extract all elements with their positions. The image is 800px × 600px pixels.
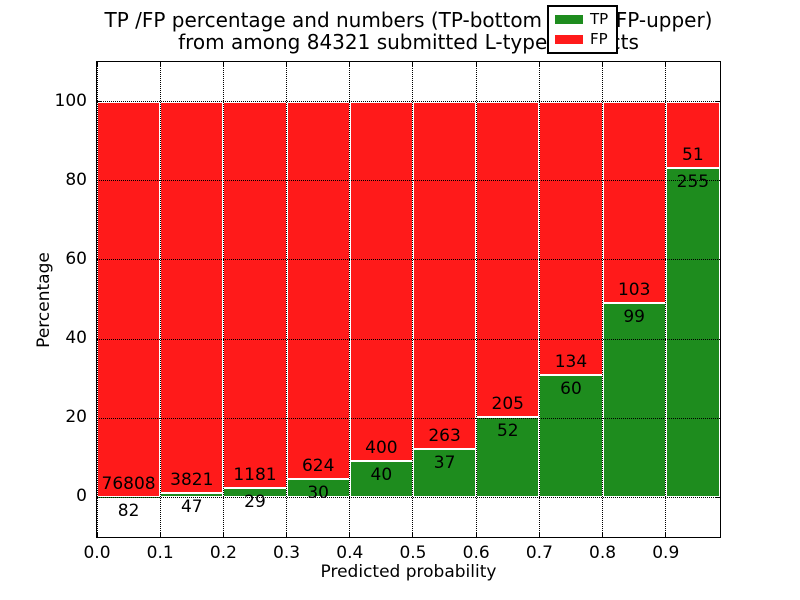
bar-segment-tp	[223, 487, 287, 498]
x-tick-label: 0.5	[399, 543, 427, 563]
x-tick-label: 0.2	[209, 543, 237, 563]
gridline-horizontal	[97, 496, 720, 498]
fp-value-label: 624	[301, 456, 335, 477]
x-tick-label: 0.7	[525, 543, 553, 563]
bar-segment-fp	[602, 101, 666, 304]
gridline-horizontal	[97, 259, 720, 261]
bar-segment-fp	[160, 101, 224, 493]
fp-value-label: 1181	[233, 464, 277, 485]
x-tick-label: 0.3	[273, 543, 301, 563]
gridline-vertical	[602, 62, 604, 537]
bar-segment-fp	[286, 101, 350, 480]
x-tick-label: 0.9	[652, 543, 680, 563]
tp-value-label: 40	[370, 465, 393, 486]
x-tick-label: 0.6	[462, 543, 490, 563]
tp-value-label: 99	[623, 307, 645, 328]
x-tick-label: 0.4	[336, 543, 364, 563]
tp-value-label: 47	[180, 496, 203, 517]
bar-segment-fp	[665, 101, 720, 168]
bar-segment-tp	[476, 417, 540, 498]
tp-value-label: 255	[676, 171, 710, 192]
legend-label-tp: TP	[590, 10, 609, 28]
fp-value-label: 103	[617, 280, 651, 301]
tp-value-label: 37	[433, 452, 456, 473]
bar-segment-tp	[602, 303, 666, 498]
bar-segment-tp	[665, 167, 720, 498]
gridline-vertical	[159, 62, 161, 537]
x-axis-label: Predicted probability	[320, 562, 497, 582]
legend-entry-fp: FP	[555, 31, 608, 48]
legend-swatch-tp-icon	[555, 15, 583, 24]
gridline-vertical	[538, 62, 540, 537]
fp-value-label: 205	[491, 394, 525, 415]
bar-segment-tp	[412, 448, 477, 498]
tp-value-label: 29	[244, 491, 266, 512]
bar-segment-tp	[286, 479, 350, 498]
gridline-vertical	[222, 62, 224, 537]
y-tick-label: 100	[54, 90, 87, 111]
y-tick-label: 20	[65, 407, 87, 428]
legend-label-fp: FP	[590, 30, 608, 48]
chart-title-line2: from among 84321 submitted L-type contac…	[178, 30, 639, 54]
gridline-vertical	[286, 62, 288, 537]
legend-swatch-fp-icon	[555, 35, 583, 44]
gridline-vertical	[412, 62, 414, 537]
bar-segment-fp	[223, 101, 287, 488]
fp-value-label: 76808	[101, 473, 156, 494]
tp-value-label: 30	[307, 483, 330, 504]
plot-area: 0.0 0.1 0.2 0.3 0.4 0.5 0.6 0.7 0.8 0.9 0 20 40 60 80 1…	[55, 61, 721, 563]
fp-value-label: 3821	[170, 469, 214, 490]
x-tick-label: 0.0	[83, 543, 111, 563]
gridline-horizontal	[97, 417, 720, 419]
y-tick-label: 40	[65, 328, 87, 349]
tp-value-label: 82	[117, 500, 140, 521]
chart-title: TP /FP percentage and numbers (TP-bottom…	[97, 9, 720, 53]
y-tick-label: 80	[65, 169, 87, 190]
gridline-horizontal	[97, 338, 720, 340]
gridline-vertical	[96, 62, 98, 537]
chart-title-line1: TP /FP percentage and numbers (TP-bottom…	[104, 8, 713, 32]
gridline-vertical	[349, 62, 351, 537]
x-tick-label: 0.1	[146, 543, 174, 563]
legend-entry-tp: TP	[555, 11, 608, 28]
gridline-horizontal	[97, 180, 720, 182]
gridline-horizontal	[97, 101, 720, 103]
tp-value-label: 52	[496, 421, 519, 442]
y-tick-label: 60	[65, 248, 87, 269]
gridline-vertical	[665, 62, 667, 537]
bar-segment-tp	[539, 374, 603, 498]
fp-value-label: 263	[428, 425, 461, 446]
legend: TP FP	[547, 5, 619, 54]
fp-value-label: 134	[554, 351, 588, 372]
x-tick-label: 0.8	[589, 543, 617, 563]
bar-segment-fp	[539, 101, 603, 375]
tp-value-label: 60	[560, 378, 582, 399]
fp-value-label: 51	[682, 144, 704, 165]
bar-segment-fp	[412, 101, 477, 449]
y-tick-label: 0	[76, 486, 87, 507]
gridline-vertical	[475, 62, 477, 537]
bar-segment-fp	[349, 101, 413, 462]
fp-value-label: 400	[365, 438, 398, 459]
bar-segment-fp	[97, 101, 161, 497]
